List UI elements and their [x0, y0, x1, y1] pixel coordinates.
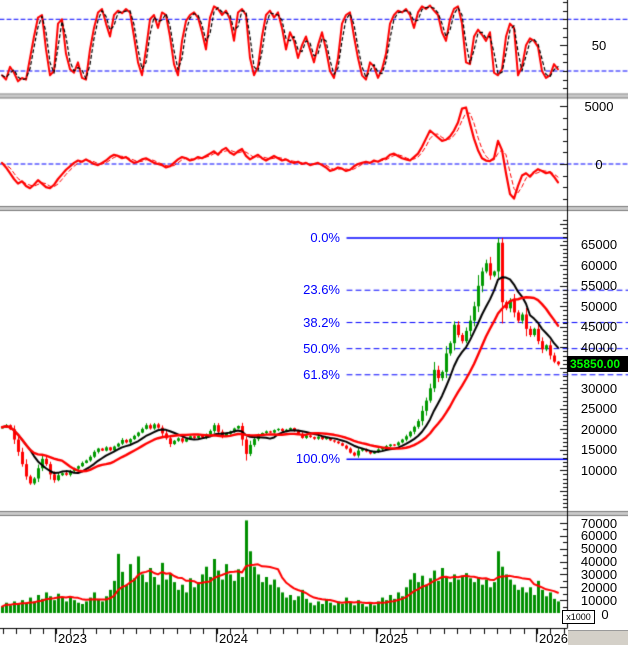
last-price-value: 35850.00	[570, 357, 621, 371]
resize-corner[interactable]	[568, 630, 628, 645]
volume-unit-label: x1000	[566, 612, 591, 622]
last-price-badge: 35850.00	[567, 356, 628, 372]
volume-unit-badge: x1000	[562, 610, 595, 624]
volume-zero-label: 0	[601, 607, 609, 622]
